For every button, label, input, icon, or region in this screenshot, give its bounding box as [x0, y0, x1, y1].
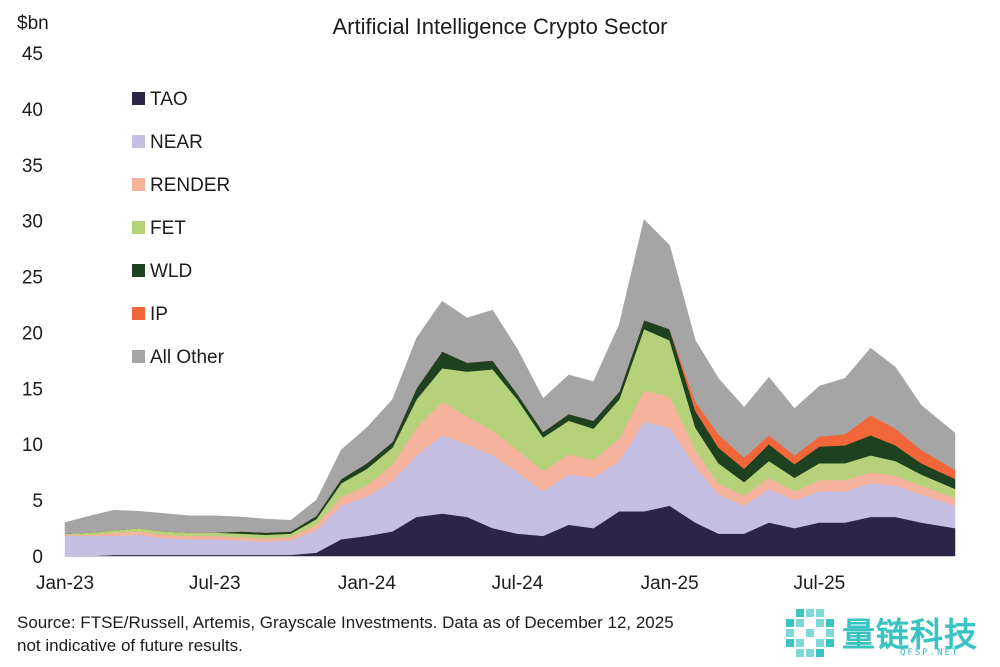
legend-swatch-fet — [132, 221, 145, 234]
y-axis-unit-label: $bn — [17, 13, 49, 34]
legend-swatch-ip — [132, 307, 145, 320]
watermark-logo-icon — [786, 609, 834, 657]
legend-swatch-tao — [132, 92, 145, 105]
legend-swatch-render — [132, 178, 145, 191]
y-tick-label: 45 — [22, 44, 43, 65]
area-series-all-other — [64, 219, 956, 534]
y-tick-label: 5 — [32, 491, 43, 512]
legend-label-near: NEAR — [150, 132, 203, 153]
x-tick-label: Jan-23 — [36, 573, 94, 594]
legend: TAO NEAR RENDER FET WLD IP All Other — [132, 89, 230, 368]
y-tick-label: 25 — [22, 268, 43, 289]
x-axis-ticks: Jan-23 Jul-23 Jan-24 Jul-24 Jan-25 Jul-25 — [36, 573, 845, 594]
y-tick-label: 20 — [22, 323, 43, 344]
legend-label-ip: IP — [150, 304, 168, 325]
y-tick-label: 30 — [22, 212, 43, 233]
legend-label-wld: WLD — [150, 261, 192, 282]
legend-label-render: RENDER — [150, 175, 230, 196]
chart-title: Artificial Intelligence Crypto Sector — [332, 14, 667, 39]
legend-label-tao: TAO — [150, 89, 188, 110]
disclaimer-text: not indicative of future results. — [17, 636, 243, 655]
legend-swatch-all-other — [132, 350, 145, 363]
watermark-text: 量链科技 — [842, 615, 978, 654]
y-tick-label: 10 — [22, 435, 43, 456]
source-text: Source: FTSE/Russell, Artemis, Grayscale… — [17, 613, 674, 632]
y-tick-label: 35 — [22, 156, 43, 177]
x-tick-label: Jul-24 — [492, 573, 544, 594]
source-note: Source: FTSE/Russell, Artemis, Grayscale… — [17, 611, 777, 657]
watermark-subtext: QFSP.NET — [900, 648, 960, 658]
legend-label-all-other: All Other — [150, 347, 225, 368]
x-tick-label: Jan-25 — [641, 573, 699, 594]
y-tick-label: 0 — [32, 547, 43, 568]
x-tick-label: Jul-25 — [793, 573, 845, 594]
y-tick-label: 15 — [22, 379, 43, 400]
area-layer — [64, 219, 956, 557]
legend-swatch-near — [132, 135, 145, 148]
legend-label-fet: FET — [150, 218, 186, 239]
y-tick-label: 40 — [22, 100, 43, 121]
x-tick-label: Jul-23 — [189, 573, 241, 594]
chart: Artificial Intelligence Crypto Sector $b… — [17, 13, 956, 594]
watermark: 量链科技 QFSP.NET — [780, 604, 1000, 664]
x-tick-label: Jan-24 — [338, 573, 397, 594]
legend-swatch-wld — [132, 264, 145, 277]
y-axis-ticks: 0 5 10 15 20 25 30 35 40 45 — [22, 44, 43, 568]
